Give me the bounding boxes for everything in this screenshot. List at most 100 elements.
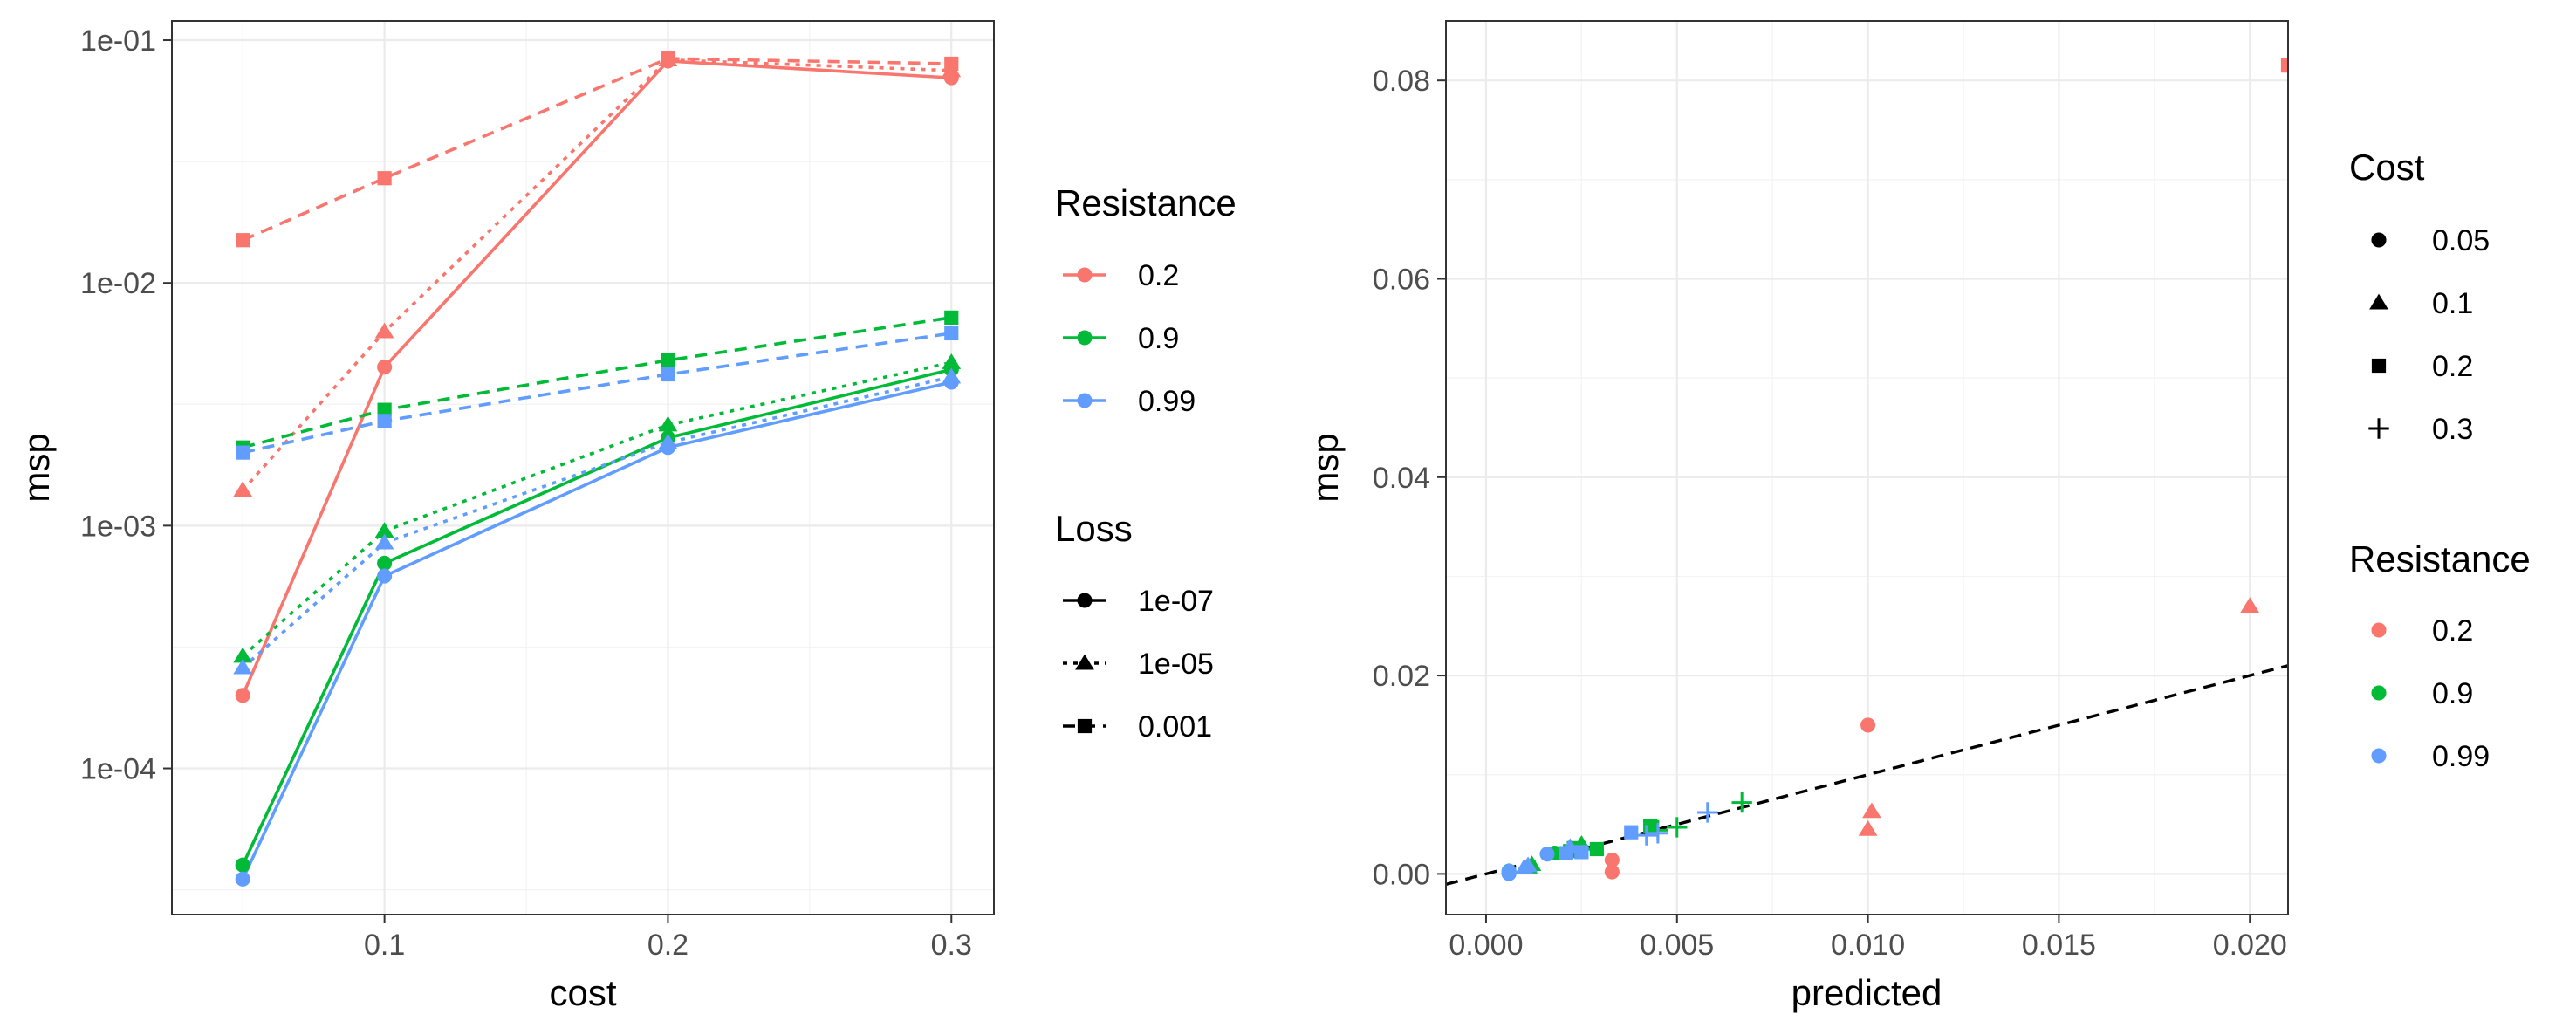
series-line-res-0-9-loss-1e-05 bbox=[242, 360, 952, 658]
series-line-res-0-9-loss-1e-07 bbox=[241, 367, 952, 866]
legend-label-res-0-9: 0.9 bbox=[1138, 322, 1179, 355]
legend-resistance-right: Resistance 0.2 0.9 0.99 bbox=[2349, 538, 2531, 773]
left-x-tick-label: 0.2 bbox=[647, 929, 689, 962]
legend-label-cost-0-1: 0.1 bbox=[2432, 287, 2473, 320]
scatter-point-res-0-9-cost-0-3 bbox=[1731, 792, 1752, 813]
data-point-res-0-2-loss-1e-05 bbox=[374, 322, 394, 339]
legend-key-cost-0-3 bbox=[2368, 418, 2389, 439]
scatter-point-res-0-2-cost-0-1 bbox=[1858, 819, 1878, 836]
data-point-res-0-9-loss-1e-07 bbox=[377, 555, 393, 571]
legend-key-res-right-0-99 bbox=[2371, 748, 2387, 764]
legend-key-point-res-0-2 bbox=[1077, 267, 1093, 283]
right-x-tick-label: 0.020 bbox=[2213, 929, 2287, 962]
data-point-res-0-9-loss-1e-05 bbox=[374, 522, 394, 538]
series-line-res-0-2-loss-0-001 bbox=[242, 57, 952, 242]
right-x-tick-label: 0.015 bbox=[2022, 929, 2096, 962]
scatter-point-res-0-9-cost-0-2 bbox=[1589, 841, 1604, 857]
scatter-point-res-0-2-cost-0-05 bbox=[1860, 717, 1876, 733]
data-point-res-0-2-loss-1e-07 bbox=[235, 688, 250, 703]
right-x-tick-label: 0.000 bbox=[1449, 929, 1523, 962]
legend-resistance-left-title: Resistance bbox=[1055, 182, 1237, 223]
left-gridlines bbox=[172, 21, 994, 915]
data-point-res-0-99-loss-1e-07 bbox=[377, 568, 393, 584]
right-y-tick-label: 0.04 bbox=[1373, 462, 1430, 495]
scatter-point-res-0-2-cost-0-1 bbox=[1862, 802, 1881, 819]
legend-label-loss-1e-07: 1e-07 bbox=[1138, 585, 1214, 618]
legend-resistance-left: Resistance 0.2 0.9 0.99 bbox=[1055, 182, 1237, 418]
data-point-res-0-99-loss-1e-05 bbox=[942, 367, 962, 384]
data-point-res-0-9-loss-1e-05 bbox=[942, 353, 962, 369]
legend-resistance-right-title: Resistance bbox=[2349, 538, 2531, 579]
series-line-res-0-9-loss-0-001 bbox=[242, 316, 952, 449]
data-point-res-0-2-loss-0-001 bbox=[944, 56, 959, 72]
scatter-point-res-0-2-cost-0-05 bbox=[1604, 852, 1620, 868]
left-y-axis-title: msp bbox=[16, 433, 57, 502]
data-point-res-0-99-loss-0-001 bbox=[661, 367, 675, 382]
left-x-tick-label: 0.1 bbox=[364, 929, 405, 962]
legend-loss: Loss 1e-07 1e-05 0.001 bbox=[1055, 508, 1214, 744]
scatter-point-res-0-99-cost-0-3 bbox=[1648, 823, 1668, 844]
series-line-res-0-99-loss-1e-05 bbox=[242, 375, 952, 669]
data-point-res-0-2-loss-1e-07 bbox=[377, 360, 393, 375]
scatter-point-res-0-99-cost-0-3 bbox=[1636, 825, 1657, 846]
legend-label-loss-1e-05: 1e-05 bbox=[1138, 648, 1214, 681]
legend-key-point-res-0-9 bbox=[1077, 330, 1093, 346]
data-point-res-0-9-loss-0-001 bbox=[377, 402, 392, 417]
legend-key-point-res-0-99 bbox=[1077, 393, 1093, 408]
left-x-axis-title: cost bbox=[549, 972, 616, 1013]
data-point-res-0-99-loss-1e-05 bbox=[374, 533, 394, 550]
series-line-res-0-99-loss-1e-07 bbox=[241, 380, 952, 881]
legend-label-cost-0-3: 0.3 bbox=[2432, 413, 2473, 446]
scatter-point-res-0-2-cost-0-1 bbox=[2240, 597, 2260, 613]
scatter-point-res-0-99-cost-0-05 bbox=[1539, 847, 1555, 862]
right-x-axis-ticks: 0.000 0.005 0.010 0.015 0.020 bbox=[1449, 915, 2287, 962]
right-y-tick-label: 0.06 bbox=[1373, 263, 1430, 296]
scatter-point-res-0-99-cost-0-2 bbox=[1624, 825, 1639, 840]
left-x-axis-ticks: 0.1 0.2 0.3 bbox=[364, 915, 972, 962]
data-point-res-0-99-loss-1e-05 bbox=[233, 658, 253, 675]
right-y-tick-label: 0.00 bbox=[1373, 858, 1430, 891]
right-y-axis-ticks: 0.00 0.02 0.04 0.06 0.08 bbox=[1373, 65, 1446, 891]
data-point-res-0-2-loss-0-001 bbox=[236, 233, 250, 248]
data-point-res-0-2-loss-0-001 bbox=[661, 51, 675, 66]
series-line-res-0-99-loss-0-001 bbox=[242, 332, 952, 455]
legend-label-res-right-0-2: 0.2 bbox=[2432, 614, 2473, 648]
data-point-res-0-2-loss-1e-05 bbox=[233, 481, 253, 497]
series-line-res-0-2-loss-1e-05 bbox=[241, 58, 952, 491]
legend-key-point-loss-0-001 bbox=[1077, 718, 1093, 734]
right-x-tick-label: 0.010 bbox=[1831, 929, 1905, 962]
left-y-axis-ticks: 1e-04 1e-03 1e-02 1e-01 bbox=[80, 24, 172, 786]
legend-label-res-right-0-9: 0.9 bbox=[2432, 677, 2473, 710]
data-point-res-0-9-loss-1e-05 bbox=[233, 647, 253, 663]
legend-label-loss-0-001: 0.001 bbox=[1138, 710, 1212, 744]
data-point-res-0-99-loss-0-001 bbox=[377, 414, 392, 428]
legend-label-res-0-99: 0.99 bbox=[1138, 385, 1196, 418]
data-point-res-0-99-loss-0-001 bbox=[236, 445, 250, 460]
legend-cost-title: Cost bbox=[2349, 147, 2425, 188]
data-point-res-0-99-loss-0-001 bbox=[944, 326, 959, 341]
left-chart-panel: 0.1 0.2 0.3 1e-04 1e-03 1e-02 1e-01 cost msp bbox=[16, 20, 995, 1013]
right-x-tick-label: 0.005 bbox=[1640, 929, 1714, 962]
series-line-res-0-2-loss-1e-07 bbox=[241, 59, 952, 696]
data-point-res-0-9-loss-1e-05 bbox=[658, 415, 678, 432]
scatter-point-res-0-99-cost-0-3 bbox=[1697, 802, 1718, 823]
scatter-point-res-0-99-cost-0-2 bbox=[1559, 846, 1573, 860]
legend-label-res-right-0-99: 0.99 bbox=[2432, 740, 2490, 773]
legend-loss-title: Loss bbox=[1055, 508, 1133, 549]
right-y-tick-label: 0.02 bbox=[1373, 660, 1430, 693]
left-panel-border bbox=[171, 20, 995, 915]
right-scatter-points bbox=[1501, 58, 2288, 881]
legend-key-res-right-0-2 bbox=[2371, 622, 2387, 638]
left-x-tick-label: 0.3 bbox=[931, 929, 972, 962]
data-point-res-0-9-loss-0-001 bbox=[944, 310, 959, 325]
legend-label-cost-0-05: 0.05 bbox=[2432, 224, 2490, 257]
right-y-axis-title: msp bbox=[1305, 433, 1346, 502]
legend-label-cost-0-2: 0.2 bbox=[2432, 350, 2473, 383]
scatter-point-res-0-99-cost-0-2 bbox=[1574, 845, 1589, 860]
data-point-res-0-99-loss-1e-05 bbox=[658, 433, 678, 449]
scatter-point-res-0-9-cost-0-3 bbox=[1667, 817, 1688, 838]
right-y-tick-label: 0.08 bbox=[1373, 65, 1430, 98]
scatter-point-res-0-99-cost-0-1 bbox=[1518, 856, 1538, 873]
